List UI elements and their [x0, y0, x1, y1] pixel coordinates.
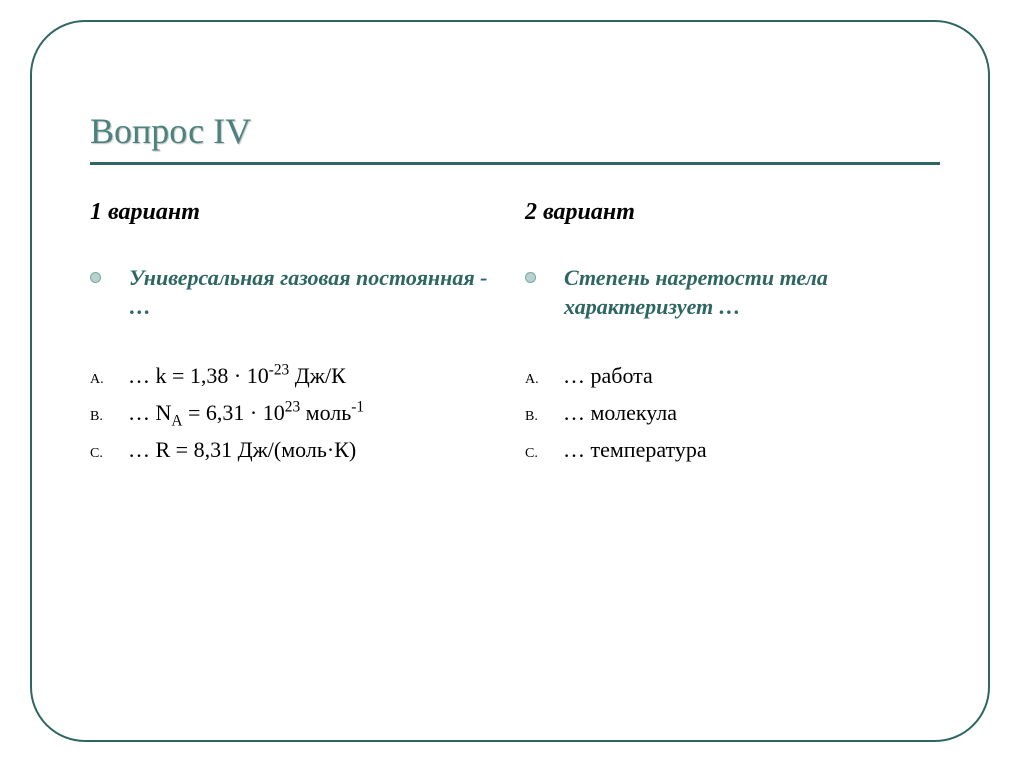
answer-row: B. … молекула: [525, 398, 940, 429]
answer-letter: C.: [525, 444, 563, 464]
answer-letter: C.: [90, 444, 128, 464]
question-text-right: Степень нагретости тела характеризует …: [564, 264, 940, 321]
answer-letter: A.: [525, 370, 563, 390]
question-left: Универсальная газовая постоянная - …: [90, 264, 505, 321]
answer-letter: A.: [90, 370, 128, 390]
left-column: 1 вариант Универсальная газовая постоянн…: [90, 195, 505, 472]
bullet-icon: [90, 272, 101, 283]
answer-row: C. … R = 8,31 Дж/(моль·К): [90, 435, 505, 466]
answer-row: A. … k = 1,38 · 10-23 Дж/К: [90, 361, 505, 392]
right-column: 2 вариант Степень нагретости тела характ…: [525, 195, 940, 472]
answer-row: A. … работа: [525, 361, 940, 392]
answer-text: … NA = 6,31 · 1023 моль-1: [128, 398, 364, 429]
answers-left: A. … k = 1,38 · 10-23 Дж/К B. … NA = 6,3…: [90, 361, 505, 465]
title-underline: [90, 162, 940, 165]
question-text-left: Универсальная газовая постоянная - …: [129, 264, 505, 321]
variant-header-1: 1 вариант: [90, 199, 505, 226]
answer-text: … температура: [563, 435, 707, 466]
slide-title: Вопрос IV: [90, 110, 940, 152]
question-right: Степень нагретости тела характеризует …: [525, 264, 940, 321]
variant-header-2: 2 вариант: [525, 199, 940, 226]
answer-text: … k = 1,38 · 10-23 Дж/К: [128, 361, 346, 392]
columns: 1 вариант Универсальная газовая постоянн…: [90, 195, 940, 472]
answer-row: B. … NA = 6,31 · 1023 моль-1: [90, 398, 505, 429]
answer-letter: B.: [525, 407, 563, 427]
answer-text: … молекула: [563, 398, 677, 429]
answer-row: C. … температура: [525, 435, 940, 466]
bullet-icon: [525, 272, 536, 283]
answer-text: … работа: [563, 361, 653, 392]
answer-text: … R = 8,31 Дж/(моль·К): [128, 435, 356, 466]
answers-right: A. … работа B. … молекула C. … температу…: [525, 361, 940, 465]
answer-letter: B.: [90, 407, 128, 427]
slide-content: Вопрос IV 1 вариант Универсальная газова…: [90, 110, 940, 472]
